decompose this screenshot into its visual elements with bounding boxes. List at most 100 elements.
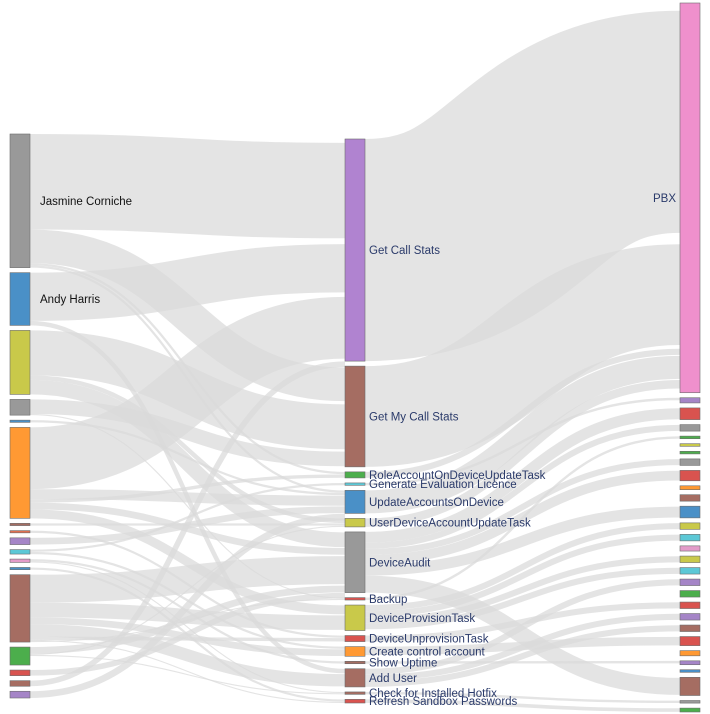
link-u14-userdev <box>29 525 346 655</box>
node-u4[interactable] <box>9 399 31 416</box>
node-d5[interactable] <box>679 443 701 447</box>
label-getmy: Get My Call Stats <box>369 411 459 423</box>
node-u13[interactable] <box>9 574 31 643</box>
node-andy[interactable] <box>9 272 31 326</box>
node-d10[interactable] <box>679 494 701 502</box>
node-jasmine[interactable] <box>9 133 31 268</box>
label-provision: DeviceProvisionTask <box>369 613 475 625</box>
node-userdev[interactable] <box>344 518 366 528</box>
node-d4[interactable] <box>679 435 701 440</box>
node-u5[interactable] <box>9 419 31 423</box>
link-u17-updacc <box>29 513 346 698</box>
node-audit[interactable] <box>344 531 366 593</box>
link-getmy-pbx <box>363 244 682 467</box>
link-geneval-d1 <box>364 397 681 486</box>
node-d25[interactable] <box>679 669 701 673</box>
link-u10-control <box>29 551 346 649</box>
link-audit-d3 <box>364 424 681 549</box>
node-u14[interactable] <box>9 646 31 666</box>
node-d9[interactable] <box>679 485 701 490</box>
label-geneval: Generate Evaluation Licence <box>369 479 517 491</box>
node-d1[interactable] <box>679 397 701 404</box>
node-hotfix[interactable] <box>344 691 366 695</box>
node-d22[interactable] <box>679 636 701 646</box>
link-u11-hotfix <box>29 561 346 694</box>
node-d6[interactable] <box>679 451 701 455</box>
node-u12[interactable] <box>9 567 31 570</box>
label-audit: DeviceAudit <box>369 557 431 569</box>
link-andy-getcall <box>29 244 346 321</box>
label-jasmine: Jasmine Corniche <box>40 196 132 208</box>
node-uptime[interactable] <box>344 660 366 665</box>
label-hotfix: Check for Installed Hotfix <box>369 688 497 700</box>
node-u3[interactable] <box>9 330 31 395</box>
node-control[interactable] <box>344 646 366 657</box>
node-u6[interactable] <box>9 427 31 519</box>
node-u10[interactable] <box>9 549 31 555</box>
node-d8[interactable] <box>679 470 701 482</box>
node-getmy[interactable] <box>344 365 366 468</box>
node-u7[interactable] <box>9 523 31 526</box>
node-d20[interactable] <box>679 613 701 621</box>
node-u9[interactable] <box>9 537 31 545</box>
node-u11[interactable] <box>9 558 31 563</box>
link-hotfix-d27 <box>364 691 681 704</box>
node-d7[interactable] <box>679 458 701 466</box>
node-d23[interactable] <box>679 650 701 657</box>
node-geneval[interactable] <box>344 482 366 486</box>
node-u16[interactable] <box>9 680 31 687</box>
link-audit-d7 <box>364 459 681 555</box>
link-adduser-d21 <box>364 625 681 687</box>
node-d16[interactable] <box>679 567 701 575</box>
link-audit-d2 <box>364 408 681 543</box>
link-unprov-d19 <box>364 602 681 642</box>
node-role[interactable] <box>344 471 366 479</box>
link-u13-unprov <box>29 636 346 642</box>
node-d12[interactable] <box>679 522 701 530</box>
node-d24[interactable] <box>679 660 701 666</box>
node-d28[interactable] <box>679 707 701 713</box>
link-adduser-d20 <box>364 613 681 681</box>
node-updacc[interactable] <box>344 490 366 514</box>
node-provision[interactable] <box>344 604 366 631</box>
node-u8[interactable] <box>9 530 31 534</box>
node-d3[interactable] <box>679 424 701 432</box>
link-audit-d26 <box>364 575 681 695</box>
node-d19[interactable] <box>679 601 701 609</box>
label-layer: Jasmine Corniche Andy Harris Get Call Stat… <box>40 193 676 708</box>
link-u13-adduser <box>29 624 346 687</box>
link-provision-d15 <box>364 556 681 624</box>
label-unprov: DeviceUnprovisionTask <box>369 634 489 646</box>
node-d27[interactable] <box>679 700 701 704</box>
node-d2[interactable] <box>679 407 701 420</box>
node-u17[interactable] <box>9 690 31 699</box>
node-d11[interactable] <box>679 505 701 519</box>
node-pbx[interactable] <box>679 2 701 394</box>
link-role-pbx <box>364 348 681 478</box>
node-d26[interactable] <box>679 677 701 696</box>
link-u10-geneval <box>29 483 346 552</box>
node-unprov[interactable] <box>344 635 366 642</box>
link-u6-getcall <box>29 296 346 490</box>
node-getcall[interactable] <box>344 138 366 362</box>
node-d14[interactable] <box>679 545 701 552</box>
link-provision-d12 <box>364 523 681 612</box>
label-pbx: PBX <box>653 193 676 205</box>
node-d15[interactable] <box>679 555 701 563</box>
link-u14-hotfix <box>29 654 346 695</box>
label-updacc: UpdateAccountsOnDevice <box>369 497 504 509</box>
label-userdev: UserDeviceAccountUpdateTask <box>369 518 531 530</box>
link-sandbox-d28 <box>364 699 681 712</box>
node-d21[interactable] <box>679 624 701 632</box>
node-d17[interactable] <box>679 578 701 586</box>
node-layer <box>9 2 701 713</box>
link-u6-role <box>29 474 346 503</box>
label-andy: Andy Harris <box>40 294 100 306</box>
node-d18[interactable] <box>679 590 701 598</box>
node-backup[interactable] <box>344 597 366 601</box>
node-u15[interactable] <box>9 669 31 676</box>
node-sandbox[interactable] <box>344 699 366 704</box>
node-adduser[interactable] <box>344 668 366 688</box>
node-d13[interactable] <box>679 534 701 542</box>
